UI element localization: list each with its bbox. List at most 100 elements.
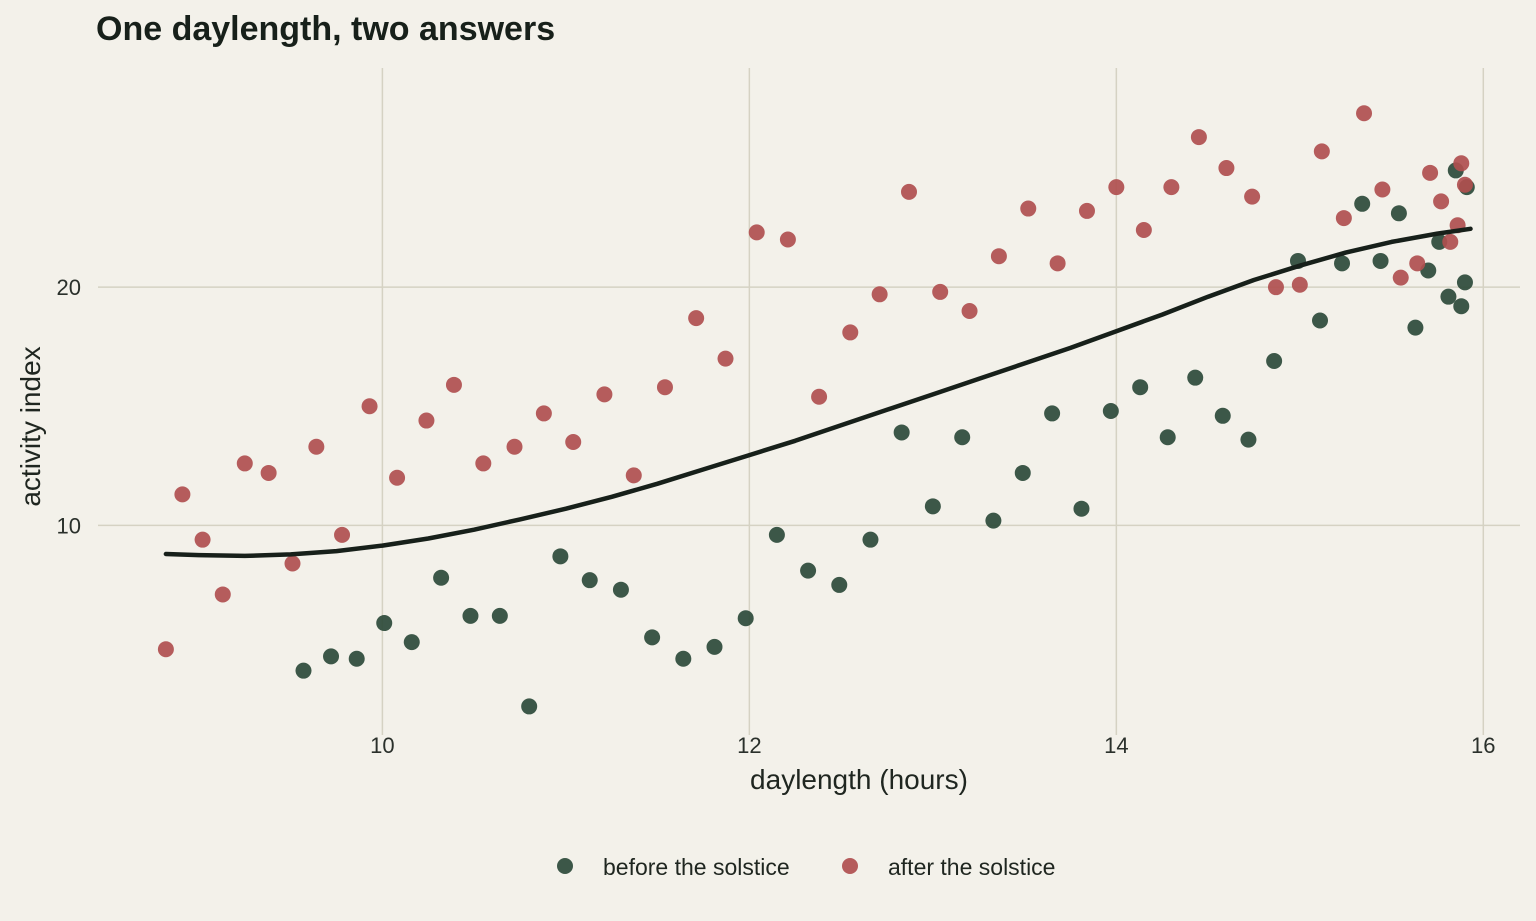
point-after-solstice bbox=[1267, 279, 1284, 296]
legend-swatch bbox=[557, 858, 573, 874]
legend-swatch bbox=[842, 858, 858, 874]
point-before-solstice bbox=[862, 531, 879, 548]
point-before-solstice bbox=[1132, 379, 1149, 396]
point-before-solstice bbox=[348, 650, 365, 667]
trend-line bbox=[163, 226, 1473, 559]
point-after-solstice bbox=[1218, 160, 1235, 177]
point-before-solstice bbox=[675, 650, 692, 667]
x-axis-title: daylength (hours) bbox=[750, 764, 968, 795]
point-after-solstice bbox=[1020, 200, 1037, 217]
legend-label: before the solstice bbox=[603, 854, 790, 880]
point-after-solstice bbox=[1135, 221, 1152, 238]
point-after-solstice bbox=[1356, 105, 1373, 122]
point-before-solstice bbox=[1354, 195, 1371, 212]
point-before-solstice bbox=[433, 569, 450, 586]
point-after-solstice bbox=[475, 455, 492, 472]
point-after-solstice bbox=[565, 433, 582, 450]
point-after-solstice bbox=[1049, 255, 1066, 272]
point-before-solstice bbox=[323, 648, 340, 665]
point-after-solstice bbox=[811, 388, 828, 405]
point-before-solstice bbox=[737, 610, 754, 627]
point-before-solstice bbox=[800, 562, 817, 579]
point-before-solstice bbox=[831, 576, 848, 593]
x-tick-label: 16 bbox=[1471, 733, 1495, 758]
y-tick-label: 10 bbox=[57, 513, 81, 538]
point-before-solstice bbox=[954, 429, 971, 446]
point-after-solstice bbox=[900, 183, 917, 200]
point-after-solstice bbox=[1244, 188, 1261, 205]
point-before-solstice bbox=[1390, 205, 1407, 222]
point-after-solstice bbox=[535, 405, 552, 422]
point-after-solstice bbox=[1392, 269, 1409, 286]
point-after-solstice bbox=[688, 310, 705, 327]
point-after-solstice bbox=[717, 350, 734, 367]
point-after-solstice bbox=[1442, 233, 1459, 250]
point-after-solstice bbox=[656, 379, 673, 396]
point-before-solstice bbox=[612, 581, 629, 598]
point-before-solstice bbox=[462, 607, 479, 624]
legend: before the solstice after the solstice bbox=[557, 854, 1055, 880]
point-before-solstice bbox=[295, 662, 312, 679]
x-tick-label: 12 bbox=[737, 733, 761, 758]
point-before-solstice bbox=[1312, 312, 1329, 329]
point-after-solstice bbox=[157, 641, 174, 658]
tick-labels: 10 12 14 16 10 20 bbox=[57, 275, 1496, 758]
point-before-solstice bbox=[1407, 319, 1424, 336]
point-before-solstice bbox=[1453, 298, 1470, 315]
point-after-solstice bbox=[871, 286, 888, 303]
point-before-solstice bbox=[1073, 500, 1090, 517]
point-after-solstice bbox=[194, 531, 211, 548]
point-after-solstice bbox=[389, 469, 406, 486]
point-after-solstice bbox=[236, 455, 253, 472]
point-before-solstice bbox=[985, 512, 1002, 529]
point-after-solstice bbox=[361, 398, 378, 415]
point-after-solstice bbox=[1190, 129, 1207, 146]
point-after-solstice bbox=[596, 386, 613, 403]
point-before-solstice bbox=[1456, 274, 1473, 291]
point-after-solstice bbox=[1078, 202, 1095, 219]
x-tick-label: 10 bbox=[370, 733, 394, 758]
chart-title: One daylength, two answers bbox=[96, 10, 556, 48]
point-after-solstice bbox=[625, 467, 642, 484]
point-after-solstice bbox=[308, 438, 325, 455]
point-before-solstice bbox=[552, 548, 569, 565]
point-before-solstice bbox=[521, 698, 538, 715]
point-after-solstice bbox=[445, 376, 462, 393]
point-after-solstice bbox=[1456, 176, 1473, 193]
point-before-solstice bbox=[581, 572, 598, 589]
point-before-solstice bbox=[403, 634, 420, 651]
x-tick-label: 14 bbox=[1104, 733, 1128, 758]
point-after-solstice bbox=[214, 586, 231, 603]
point-after-solstice bbox=[418, 412, 435, 429]
point-before-solstice bbox=[644, 629, 661, 646]
point-after-solstice bbox=[779, 231, 796, 248]
point-after-solstice bbox=[748, 224, 765, 241]
point-before-solstice bbox=[491, 607, 508, 624]
trend-line-group bbox=[163, 226, 1473, 559]
point-before-solstice bbox=[1044, 405, 1061, 422]
point-after-solstice bbox=[1422, 164, 1439, 181]
point-before-solstice bbox=[1214, 407, 1231, 424]
point-after-solstice bbox=[334, 526, 351, 543]
point-after-solstice bbox=[1453, 155, 1470, 172]
point-after-solstice bbox=[260, 464, 277, 481]
point-after-solstice bbox=[961, 302, 978, 319]
y-axis-title: activity index bbox=[15, 346, 46, 506]
point-after-solstice bbox=[1409, 255, 1426, 272]
point-before-solstice bbox=[376, 615, 393, 632]
legend-label: after the solstice bbox=[888, 854, 1055, 880]
point-before-solstice bbox=[1440, 288, 1457, 305]
point-before-solstice bbox=[1372, 252, 1389, 269]
point-after-solstice bbox=[932, 283, 949, 300]
point-before-solstice bbox=[706, 638, 723, 655]
point-before-solstice bbox=[1334, 255, 1351, 272]
point-after-solstice bbox=[1433, 193, 1450, 210]
data-points bbox=[157, 105, 1475, 715]
point-after-solstice bbox=[990, 248, 1007, 265]
point-after-solstice bbox=[1163, 179, 1180, 196]
point-before-solstice bbox=[1102, 403, 1119, 420]
point-after-solstice bbox=[1108, 179, 1125, 196]
point-before-solstice bbox=[1159, 429, 1176, 446]
point-after-solstice bbox=[1335, 210, 1352, 227]
